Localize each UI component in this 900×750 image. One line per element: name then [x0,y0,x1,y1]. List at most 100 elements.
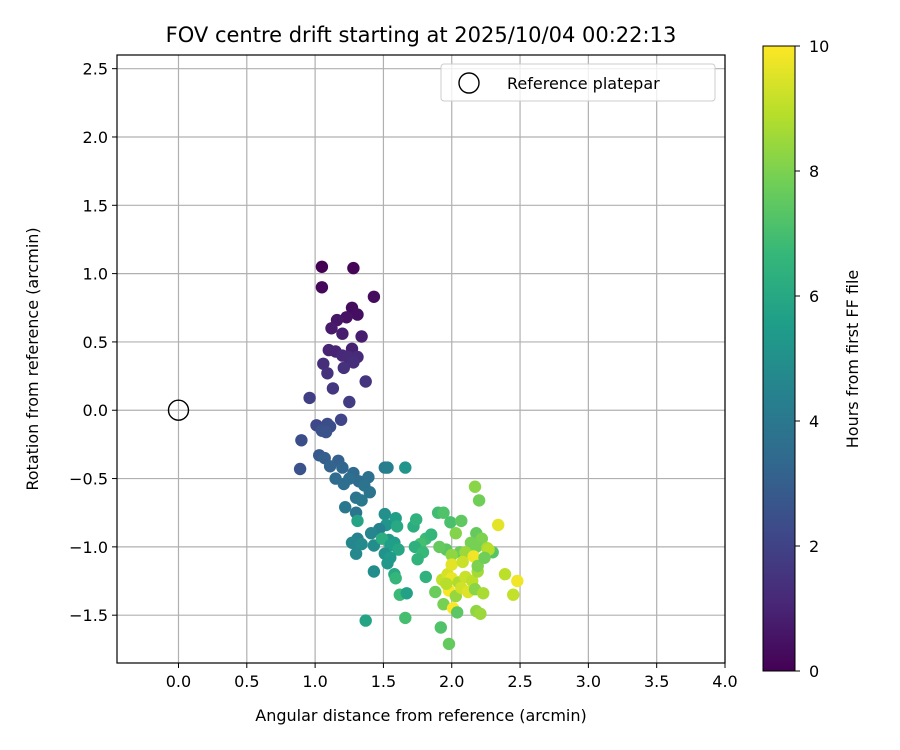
data-point [375,532,389,545]
data-point [319,425,333,439]
colorbar-gradient [763,46,795,671]
colorbar-frame [762,45,796,672]
reference-marker [167,399,190,421]
data-point [468,480,482,493]
data-point [444,516,457,529]
data-point [390,520,404,533]
y-tick-label: 0.5 [83,333,108,352]
reference-point [167,399,190,421]
grid [117,55,726,663]
data-point [467,550,480,563]
data-point [381,557,394,570]
data-point [359,614,372,627]
x-axis-ticks: 0.0 0.5 1.0 1.5 2.0 2.5 3.0 3.5 4.0 [166,663,738,691]
legend-marker-icon [458,72,480,94]
data-point [492,518,505,532]
data-point [429,585,442,599]
x-tick-label: 3.5 [644,672,669,691]
data-point [455,514,468,528]
x-tick-label: 2.0 [439,672,464,691]
data-point [359,375,372,388]
data-point [345,536,359,549]
colorbar-tick-label: 2 [809,537,819,556]
data-point [425,528,438,541]
chart-title: FOV centre drift starting at 2025/10/04 … [166,23,677,47]
y-tick-label: 1.0 [83,265,108,284]
colorbar: 0 2 4 6 8 10 Hours from first FF file [762,37,862,681]
data-point [351,308,364,321]
y-tick-label: −1.0 [69,538,108,557]
data-point [337,361,350,375]
data-point [334,413,348,426]
legend-label: Reference platepar [507,74,660,93]
data-point [445,548,458,562]
data-point [477,587,490,600]
data-point [378,507,391,521]
x-tick-label: 0.5 [234,672,259,691]
data-point [336,327,349,340]
data-point [343,472,356,485]
data-point [339,501,352,514]
data-point [399,461,412,474]
data-point [349,547,363,560]
data-point [433,540,446,554]
x-tick-label: 1.0 [302,672,327,691]
y-axis-ticks: −1.5 −1.0 −0.5 0.0 0.5 1.0 1.5 2.0 2.5 [69,60,117,625]
data-point [472,494,486,507]
data-point [474,607,487,620]
data-point [367,539,381,552]
data-point [381,461,394,474]
y-tick-label: 2.0 [83,128,108,147]
data-point [451,606,464,619]
data-point [364,527,378,540]
data-point [507,588,520,601]
legend-box [440,63,716,102]
data-point [437,598,450,611]
data-point [343,395,356,409]
colorbar-tick-label: 10 [809,37,829,56]
data-point [449,527,462,540]
data-point [367,290,381,303]
colorbar-label: Hours from first FF file [843,270,862,449]
y-tick-label: 1.5 [83,196,108,215]
data-point [336,461,349,474]
data-point [411,553,424,566]
data-point [323,460,337,473]
data-point [303,391,316,405]
data-point [317,357,330,370]
data-point [434,621,447,634]
data-point [437,506,450,519]
data-point [400,587,413,600]
data-point [389,572,402,585]
data-point [295,434,308,447]
colorbar-tick-label: 4 [809,412,819,431]
colorbar-tick-label: 6 [809,287,819,306]
data-point [419,570,432,584]
data-point [355,330,368,343]
data-point [470,540,483,554]
data-point [399,611,412,625]
colorbar-tick-label: 8 [809,162,819,181]
y-tick-label: 2.5 [83,60,108,79]
plot-frame [116,54,726,664]
data-point [315,281,329,294]
data-point [478,551,491,564]
data-point [351,514,364,528]
legend: Reference platepar [440,63,716,102]
data-point [315,260,329,273]
y-axis-label: Rotation from reference (arcmin) [23,227,42,490]
data-point [498,568,512,581]
data-point [367,565,381,578]
data-point [442,637,456,651]
colorbar-ticks: 0 2 4 6 8 10 [795,37,829,681]
data-point [293,462,307,476]
data-point [363,486,376,499]
data-point [321,367,334,380]
data-point [456,555,469,569]
data-point [511,574,524,588]
x-tick-label: 3.0 [576,672,601,691]
data-point [471,559,484,573]
x-tick-label: 0.0 [166,672,191,691]
data-point [347,356,360,369]
